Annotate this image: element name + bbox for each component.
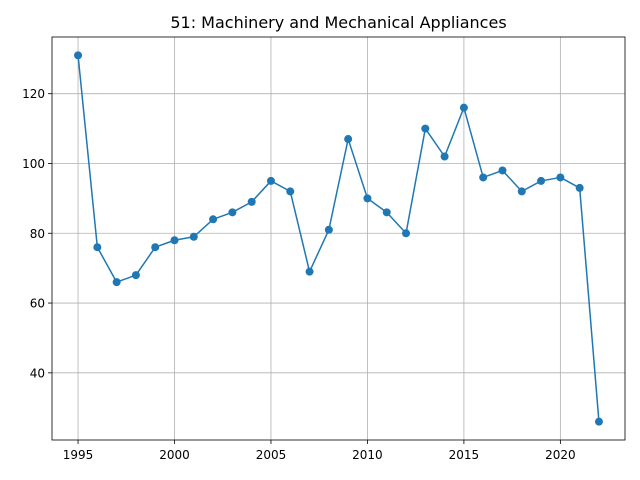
data-point <box>131 271 140 280</box>
data-point <box>556 173 565 182</box>
data-point <box>93 243 102 252</box>
x-tick-label: 2015 <box>449 448 480 462</box>
y-tick-label: 40 <box>30 366 45 380</box>
y-tick-label: 100 <box>22 157 45 171</box>
data-point <box>459 103 468 112</box>
y-tick-label: 120 <box>22 87 45 101</box>
data-point <box>363 194 372 203</box>
data-point <box>170 236 179 245</box>
x-tick-label: 2000 <box>159 448 190 462</box>
data-point <box>421 124 430 133</box>
x-tick-label: 2020 <box>545 448 576 462</box>
data-point <box>537 176 546 185</box>
data-point <box>112 278 121 287</box>
data-point <box>228 208 237 217</box>
data-point <box>517 187 526 196</box>
data-point <box>575 183 584 192</box>
data-point <box>151 243 160 252</box>
y-tick-label: 80 <box>30 227 45 241</box>
data-point <box>479 173 488 182</box>
data-point <box>344 135 353 144</box>
x-tick-label: 2005 <box>256 448 287 462</box>
data-point <box>324 225 333 234</box>
data-point <box>402 229 411 238</box>
data-point <box>594 417 603 426</box>
data-point <box>305 267 314 276</box>
data-point <box>286 187 295 196</box>
x-tick-label: 2010 <box>352 448 383 462</box>
data-point <box>440 152 449 161</box>
data-point <box>498 166 507 175</box>
tick-labels: 1995 2000 2005 2010 2015 2020 40 60 80 100 120 <box>22 87 576 462</box>
plot-frame <box>51 36 626 441</box>
data-point <box>209 215 218 224</box>
axis-ticks <box>48 93 561 444</box>
x-tick-label: 1995 <box>63 448 94 462</box>
series-line <box>77 55 600 422</box>
data-point <box>189 232 198 241</box>
data-point <box>247 197 256 206</box>
y-tick-label: 60 <box>30 297 45 311</box>
chart-title: 51: Machinery and Mechanical Appliances <box>170 13 506 32</box>
series-layer <box>74 51 603 426</box>
data-point <box>382 208 391 217</box>
data-point <box>74 51 83 60</box>
data-point <box>266 176 275 185</box>
